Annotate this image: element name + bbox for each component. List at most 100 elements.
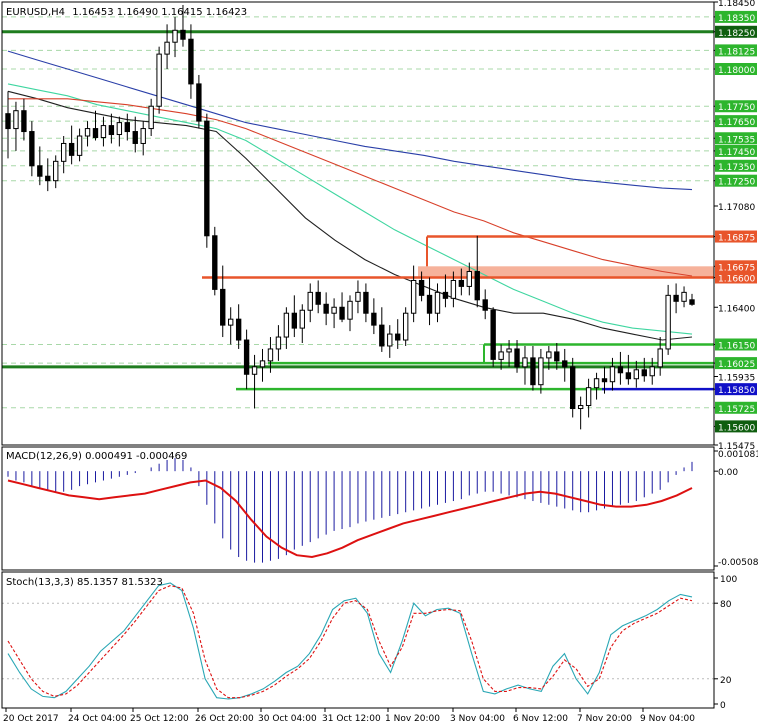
price-label-bg [715,10,757,23]
candle-body [387,333,393,347]
price-label: 1.17535 [718,135,755,145]
time-label: 30 Oct 04:00 [258,714,317,724]
candle-body [283,312,290,338]
candle [275,325,282,361]
candle [283,307,290,349]
candle-body [450,279,457,299]
time-label: 1 Nov 20:00 [385,714,440,724]
candle-body [307,291,313,311]
candle-body [665,294,671,350]
candle [617,351,624,385]
candle-body [259,360,266,368]
candle-body [124,122,130,133]
candle-body [530,357,536,386]
candle [609,357,616,391]
price-label-bg [715,401,757,414]
candle-body [681,291,687,302]
candle-body [402,312,409,341]
candle-body [609,366,616,383]
candle-body [442,291,449,299]
candle [60,136,67,174]
candle-body [379,324,385,347]
candle [538,348,544,394]
candle [331,298,337,329]
price-label: 1.15725 [718,405,755,415]
candle [434,283,441,323]
candle-body [458,279,465,287]
candle-body [68,142,75,156]
candle [220,265,226,338]
price-label: 1.16675 [718,263,755,273]
candle [251,354,258,409]
candle [92,110,99,141]
candle [530,345,536,391]
candle [116,116,123,147]
macd-panel-frame [1,446,715,571]
candle [522,345,528,385]
candle [681,286,687,308]
price-label-bg [715,260,757,273]
candle [379,307,385,352]
candle-body [235,318,242,341]
price-label: 1.17750 [718,103,755,113]
candle-body [363,291,369,314]
candle-body [562,360,568,368]
price-label: 1.18250 [718,29,755,39]
candle [53,155,59,189]
candle-body [251,366,258,375]
candle-body [649,366,655,377]
price-label: 1.15935 [718,374,755,384]
candle [593,372,600,400]
stoch-panel: 100 80 20 0 [2,575,737,711]
candle-body [522,357,528,368]
candle [140,121,146,156]
candle [267,337,274,373]
candle-body [188,38,194,85]
price-label: 1.16875 [718,234,755,244]
price-label: 1.15475 [718,442,755,452]
candle [514,340,520,373]
candle-body [196,83,202,122]
candle [442,274,449,308]
candle [657,337,663,376]
candle [37,146,43,186]
candle [323,292,329,326]
price-label: 1.17250 [718,178,755,188]
candle-body [593,378,600,389]
candle [5,91,11,159]
candle [29,121,35,177]
symbol-label: EURUSD,H4 [6,7,65,18]
candle [291,295,298,338]
candle-body [220,288,226,326]
candle [212,226,218,296]
stoch-panel-frame [1,571,715,709]
candle-body [60,142,67,162]
time-axis-labels: 20 Oct 2017 24 Oct 04:00 25 Oct 12:00 26 Oc… [3,708,695,724]
time-label: 24 Oct 04:00 [68,714,127,724]
candle [84,121,91,147]
candle [259,348,266,382]
candle [601,366,608,394]
candle-body [426,294,433,314]
candle [45,158,51,192]
candle-body [45,175,51,182]
candle [68,125,75,165]
candle-body [21,110,27,133]
candle [180,4,186,47]
candle [546,345,552,370]
macd-signal-line [7,479,693,559]
stoch-axis-label: 20 [720,676,732,686]
candle [204,113,210,248]
candle [243,329,250,390]
candle [426,277,433,326]
horizontal-levels [2,30,714,391]
candle-body [482,299,488,311]
candle [148,98,154,137]
candle [562,348,568,382]
candle [108,113,115,144]
price-label: 1.17450 [718,148,755,158]
candle [307,283,313,323]
moving-average-black [7,90,693,341]
candle-body [37,165,43,177]
